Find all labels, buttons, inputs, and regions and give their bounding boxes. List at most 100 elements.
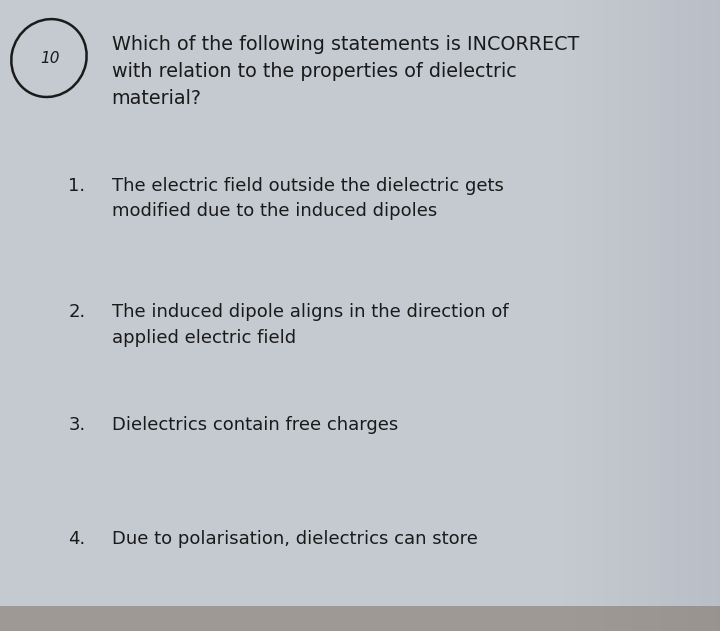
Bar <box>600 0 601 631</box>
Bar <box>633 0 634 631</box>
Text: 4.: 4. <box>68 530 86 548</box>
Text: The electric field outside the dielectric gets
modified due to the induced dipol: The electric field outside the dielectri… <box>112 177 503 220</box>
Bar <box>698 0 699 631</box>
Bar <box>639 0 641 631</box>
Bar <box>593 0 595 631</box>
Bar <box>611 0 612 631</box>
Bar <box>666 0 667 631</box>
Bar <box>563 0 564 631</box>
Bar <box>655 0 657 631</box>
Bar <box>579 0 580 631</box>
Bar <box>564 0 567 631</box>
Bar <box>706 0 707 631</box>
Bar <box>715 0 717 631</box>
Text: Due to polarisation, dielectrics can store: Due to polarisation, dielectrics can sto… <box>112 530 477 548</box>
Bar <box>696 0 698 631</box>
Bar <box>667 0 670 631</box>
Bar <box>606 0 608 631</box>
Bar <box>620 0 622 631</box>
Bar <box>618 0 620 631</box>
Bar <box>672 0 674 631</box>
Bar <box>657 0 658 631</box>
Bar <box>647 0 649 631</box>
Bar <box>612 0 614 631</box>
Bar <box>695 0 696 631</box>
Bar <box>595 0 596 631</box>
Bar <box>707 0 709 631</box>
Bar <box>585 0 587 631</box>
Bar <box>688 0 690 631</box>
Bar <box>636 0 638 631</box>
Bar <box>719 0 720 631</box>
Bar <box>590 0 592 631</box>
Bar <box>649 0 650 631</box>
Bar <box>588 0 590 631</box>
Bar <box>568 0 570 631</box>
Bar <box>644 0 646 631</box>
Bar <box>682 0 683 631</box>
Bar <box>683 0 685 631</box>
Bar <box>641 0 642 631</box>
Bar <box>570 0 571 631</box>
Bar <box>712 0 714 631</box>
Bar <box>646 0 647 631</box>
Bar <box>609 0 611 631</box>
Bar <box>592 0 593 631</box>
Bar <box>690 0 691 631</box>
Bar <box>650 0 652 631</box>
Bar <box>630 0 631 631</box>
Bar <box>717 0 719 631</box>
Bar <box>582 0 584 631</box>
Bar <box>634 0 636 631</box>
Bar <box>691 0 693 631</box>
Bar <box>604 0 606 631</box>
Bar <box>678 0 679 631</box>
Bar <box>576 0 577 631</box>
Bar <box>703 0 704 631</box>
Bar <box>687 0 688 631</box>
Bar <box>663 0 665 631</box>
Bar <box>603 0 604 631</box>
Bar <box>680 0 682 631</box>
Bar <box>0 606 720 631</box>
Bar <box>675 0 678 631</box>
Bar <box>652 0 654 631</box>
Bar <box>711 0 712 631</box>
Bar <box>580 0 582 631</box>
Bar <box>642 0 644 631</box>
Bar <box>628 0 630 631</box>
Bar <box>704 0 706 631</box>
Bar <box>575 0 576 631</box>
Text: The induced dipole aligns in the direction of
applied electric field: The induced dipole aligns in the directi… <box>112 303 508 346</box>
Bar <box>587 0 588 631</box>
Bar <box>596 0 598 631</box>
Text: 1.: 1. <box>68 177 86 195</box>
Bar <box>572 0 575 631</box>
Bar <box>614 0 616 631</box>
Bar <box>626 0 628 631</box>
Text: Which of the following statements is INCORRECT
with relation to the properties o: Which of the following statements is INC… <box>112 35 579 108</box>
Bar <box>608 0 609 631</box>
Bar <box>685 0 687 631</box>
Bar <box>654 0 655 631</box>
Bar <box>624 0 625 631</box>
Bar <box>622 0 624 631</box>
Bar <box>701 0 703 631</box>
Bar <box>631 0 633 631</box>
Text: 3.: 3. <box>68 416 86 435</box>
Bar <box>638 0 639 631</box>
Bar <box>567 0 568 631</box>
Bar <box>601 0 603 631</box>
Bar <box>662 0 663 631</box>
Bar <box>665 0 666 631</box>
Text: Dielectrics contain free charges: Dielectrics contain free charges <box>112 416 398 435</box>
Bar <box>671 0 672 631</box>
Bar <box>598 0 600 631</box>
Bar <box>709 0 711 631</box>
Bar <box>658 0 660 631</box>
Bar <box>693 0 695 631</box>
Bar <box>674 0 675 631</box>
Bar <box>714 0 715 631</box>
Text: 10: 10 <box>40 50 60 66</box>
Bar <box>699 0 701 631</box>
